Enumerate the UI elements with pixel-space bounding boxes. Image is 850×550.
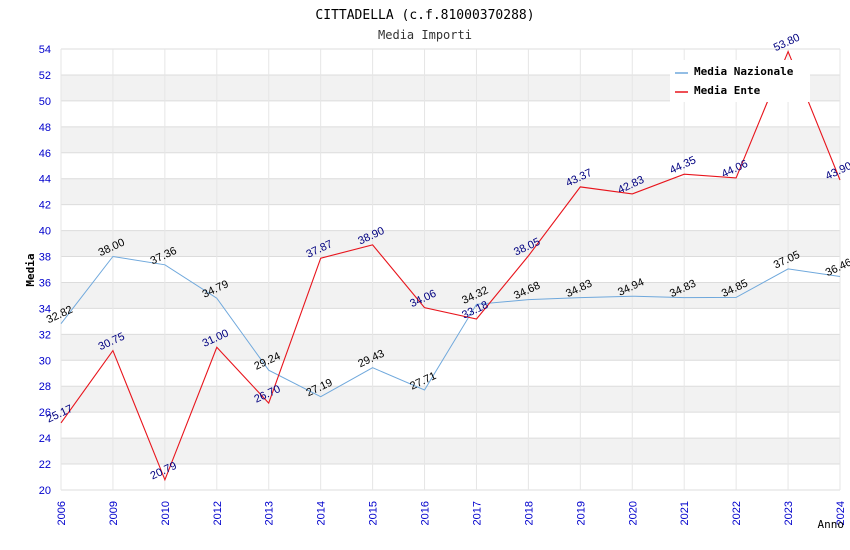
x-tick-label: 2012 (212, 501, 224, 525)
grid-bands (61, 49, 840, 490)
chart-subtitle: Media Importi (378, 28, 472, 42)
x-tick-label: 2024 (835, 501, 847, 525)
chart-title: CITTADELLA (c.f.81000370288) (315, 8, 534, 23)
y-tick-label: 38 (39, 252, 51, 264)
series-line-ente (60, 50, 841, 482)
x-tick-label: 2021 (679, 501, 691, 525)
x-tick-label: 2014 (316, 501, 328, 525)
y-tick-label: 26 (39, 407, 51, 419)
x-tick-label: 2020 (627, 501, 639, 525)
grid-band (61, 256, 840, 283)
x-tick-label: 2023 (783, 501, 795, 525)
x-axis-ticks: 2006 2009 2010 2012 2013 2014 2015 2016 2017 2018… (56, 501, 847, 525)
x-tick-label: 2017 (471, 501, 483, 525)
grid-band (61, 126, 840, 153)
y-tick-label: 42 (39, 200, 51, 212)
x-tick-label: 2013 (264, 501, 276, 525)
grid-band (61, 282, 840, 309)
y-tick-label: 22 (39, 459, 51, 471)
y-tick-label: 54 (39, 44, 51, 56)
y-axis-ticks: 20 22 24 26 28 30 32 34 36 38 40 42 44 46 48 50 52 54 (39, 44, 51, 497)
legend-label-ente: Media Ente (694, 84, 761, 97)
legend-background (670, 60, 810, 102)
grid-band (61, 100, 840, 127)
legend-label-nazionale: Media Nazionale (694, 65, 794, 78)
grid-band (61, 464, 840, 490)
x-tick-label: 2009 (108, 501, 120, 525)
y-tick-label: 28 (39, 381, 51, 393)
y-tick-label: 34 (39, 303, 51, 315)
x-tick-label: 2016 (420, 501, 432, 525)
y-tick-label: 46 (39, 148, 51, 160)
x-tick-label: 2010 (160, 501, 172, 525)
x-tick-label: 2006 (56, 501, 68, 525)
y-tick-label: 48 (39, 122, 51, 134)
grid-band (61, 308, 840, 335)
grid-band (61, 230, 840, 257)
grid-band (61, 204, 840, 231)
x-tick-label: 2019 (575, 501, 587, 525)
y-tick-label: 50 (39, 96, 51, 108)
grid-band (61, 178, 840, 205)
y-tick-label: 32 (39, 329, 51, 341)
x-tick-label: 2022 (731, 501, 743, 525)
series-line-nazionale (60, 255, 841, 398)
grid-band (61, 438, 840, 465)
x-tick-label: 2015 (368, 501, 380, 525)
grid-band (61, 386, 840, 413)
y-tick-label: 24 (39, 433, 51, 445)
y-tick-label: 40 (39, 226, 51, 238)
grid-band (61, 412, 840, 439)
y-tick-label: 44 (39, 174, 51, 186)
grid-band (61, 152, 840, 179)
series-lines (60, 50, 841, 482)
y-axis-label: Media (24, 253, 37, 286)
y-tick-label: 30 (39, 355, 51, 367)
x-tick-label: 2018 (523, 501, 535, 525)
y-tick-label: 52 (39, 70, 51, 82)
x-axis-label: Anno (818, 518, 845, 531)
y-tick-label: 20 (39, 485, 51, 497)
legend: Media Nazionale Media Ente (670, 60, 810, 102)
grid-lines (60, 48, 841, 491)
grid-band (61, 360, 840, 387)
y-tick-label: 36 (39, 277, 51, 289)
